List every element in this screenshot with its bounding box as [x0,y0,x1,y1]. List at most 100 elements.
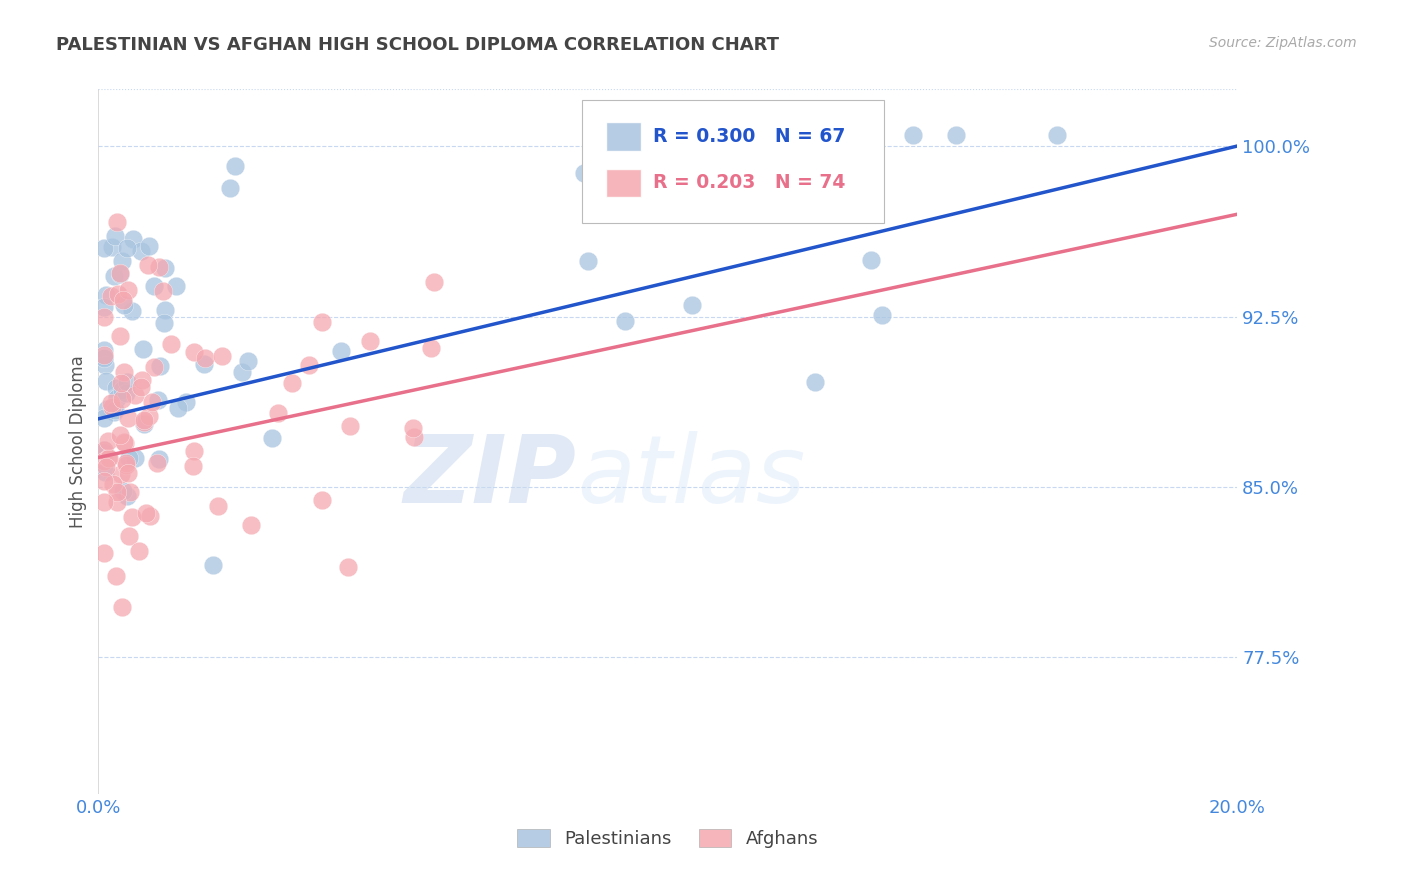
Point [153,260,176,275]
Point [107,287,129,301]
Point [93,546,115,560]
Point [330,344,353,359]
Point [93,241,115,255]
Point [138,239,160,253]
Point [110,376,132,390]
Point [114,385,136,400]
Point [239,518,262,533]
Point [134,417,156,431]
Point [141,395,163,409]
Point [96,402,118,417]
Point [153,316,176,330]
Point [174,394,197,409]
Point [339,418,361,433]
Point [337,559,360,574]
Point [93,310,115,324]
Point [404,430,426,444]
Point [423,276,446,290]
Point [121,304,143,318]
Point [93,442,115,457]
Point [194,351,217,365]
Point [93,351,115,365]
Point [572,166,595,180]
Point [160,337,183,351]
Point [136,258,159,272]
Point [149,359,172,373]
Point [207,499,229,513]
Point [236,354,259,368]
Point [93,442,115,457]
Point [153,303,176,318]
Point [108,266,131,280]
Point [105,215,128,229]
Point [138,509,160,524]
Point [94,465,117,479]
Point [104,228,127,243]
Point [280,376,302,390]
Point [120,484,142,499]
Point [110,467,132,481]
Point [93,475,115,489]
Point [103,405,125,419]
Point [231,365,253,379]
Point [111,293,134,308]
Point [117,466,139,480]
Point [124,451,146,466]
Point [142,279,165,293]
Point [311,315,333,329]
Point [201,558,224,572]
Point [100,289,122,303]
Text: R = 0.300   N = 67: R = 0.300 N = 67 [652,127,845,146]
Point [96,434,118,448]
Point [901,128,924,142]
Point [1046,128,1069,142]
Point [148,260,170,275]
Point [165,278,187,293]
Point [111,383,134,397]
Point [100,396,122,410]
Point [93,453,115,467]
Point [803,376,825,390]
Point [211,349,233,363]
Point [181,459,204,474]
Point [101,240,124,254]
Point [93,348,115,362]
Point [945,128,967,142]
Point [870,308,893,322]
Point [93,343,115,358]
Point [103,269,125,284]
Text: atlas: atlas [576,431,806,523]
Y-axis label: High School Diploma: High School Diploma [69,355,87,528]
Legend: Palestinians, Afghans: Palestinians, Afghans [510,822,825,855]
Point [224,159,246,173]
Point [311,492,333,507]
Point [108,428,131,442]
Point [193,358,215,372]
Point [103,476,125,491]
Point [117,490,139,504]
Point [138,409,160,424]
FancyBboxPatch shape [606,122,641,151]
Point [166,401,188,415]
FancyBboxPatch shape [606,169,641,197]
Point [122,232,145,246]
Point [267,406,290,420]
Point [111,392,134,407]
Point [93,445,115,459]
Point [105,485,128,500]
Point [219,181,242,195]
Point [115,375,138,389]
Point [121,510,143,524]
Point [94,358,117,372]
Point [96,375,118,389]
Point [93,410,115,425]
Point [128,544,150,558]
Point [852,128,875,142]
Point [419,341,441,355]
Point [93,300,115,314]
Point [152,285,174,299]
Point [105,391,128,405]
Point [94,288,117,302]
Text: R = 0.203   N = 74: R = 0.203 N = 74 [652,173,845,193]
Point [860,253,883,268]
